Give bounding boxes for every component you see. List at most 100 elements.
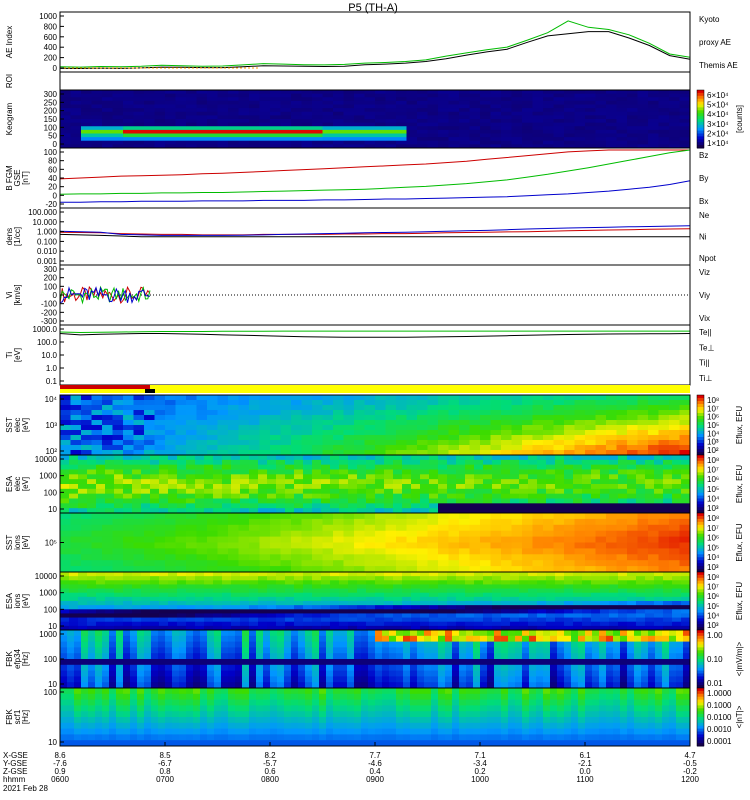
esa_i-cell xyxy=(564,596,574,602)
esa_i-cell xyxy=(204,588,214,594)
esa_i-cell xyxy=(537,596,547,602)
esa_i-cell xyxy=(312,609,322,614)
sst_i-cell xyxy=(574,530,586,537)
esa_i-cell xyxy=(582,621,592,627)
esa_e-cell xyxy=(654,488,664,495)
esa_i-cell xyxy=(69,596,79,602)
esa_i-cell xyxy=(591,572,601,577)
keogram-cell xyxy=(606,93,617,98)
esa_e-cell xyxy=(312,508,322,514)
fbk_e-cell xyxy=(438,682,446,689)
sst_e-cell xyxy=(81,400,92,406)
esa_e-cell xyxy=(564,503,574,509)
esa_i-cell xyxy=(663,592,673,598)
esa_i-cell xyxy=(663,580,673,585)
sst_i-cell xyxy=(102,542,113,549)
fbk_e-cell xyxy=(438,670,446,677)
esa_i-cell xyxy=(600,592,610,598)
esa_e-cell xyxy=(321,474,331,480)
fbk_e-cell xyxy=(172,641,180,648)
esa_e-cell xyxy=(447,508,457,514)
keogram-cell xyxy=(102,104,113,109)
fbk_e-cell xyxy=(459,635,467,642)
esa_e-cell xyxy=(114,469,124,475)
keogram-cell xyxy=(144,126,155,131)
esa_e-cell xyxy=(294,484,304,490)
keogram-cell xyxy=(553,90,565,95)
esa_i-cell xyxy=(492,605,502,610)
esa_e-cell xyxy=(591,508,601,514)
esa_e-cell xyxy=(465,508,475,514)
keogram-cell xyxy=(501,133,512,138)
esa_e-cell xyxy=(546,474,556,480)
keogram-cell xyxy=(406,144,418,149)
sst_e-cell xyxy=(448,430,460,436)
esa_i-cell xyxy=(483,601,493,606)
keogram-cell xyxy=(154,93,166,98)
keogram-cell xyxy=(637,144,649,149)
sst_i-cell xyxy=(385,554,397,561)
keogram-cell xyxy=(217,115,229,120)
fbk_e-cell xyxy=(403,653,411,660)
sst_e-cell xyxy=(333,415,344,421)
keogram-cell xyxy=(81,115,92,120)
keogram-cell xyxy=(637,137,649,142)
esa_i-cell xyxy=(258,588,268,594)
esa_e-cell xyxy=(501,464,511,470)
fbk_e-cell xyxy=(88,630,96,637)
sst_i-cell xyxy=(385,530,397,537)
esa_i-cell xyxy=(213,572,223,577)
sst_i-cell xyxy=(627,536,638,543)
esa_i-cell xyxy=(573,617,583,623)
sst_e-cell xyxy=(585,410,596,416)
esa_e-cell xyxy=(483,455,493,461)
fbk_e-cell xyxy=(333,682,341,689)
sst_e-cell xyxy=(354,430,365,436)
esa_e-cell xyxy=(168,493,178,499)
fbk_e-cell xyxy=(193,682,201,689)
esa_e-cell xyxy=(60,459,70,466)
esa_e-cell xyxy=(528,484,538,490)
keogram-cell xyxy=(343,104,355,109)
fbk_e-cell xyxy=(221,641,229,648)
keogram-cell xyxy=(522,133,533,138)
fbk_e-cell xyxy=(298,630,306,637)
esa_e-cell xyxy=(159,459,169,466)
esa_i-cell xyxy=(141,613,151,618)
sst_i-cell xyxy=(70,513,82,520)
sst_e-cell xyxy=(606,420,617,426)
keogram-cell xyxy=(175,126,187,131)
sst_i-cell xyxy=(490,542,502,549)
sst_i-cell xyxy=(396,518,407,526)
esa_e-cell xyxy=(546,459,556,466)
sst_e-cell xyxy=(70,450,82,456)
esa_e-cell xyxy=(321,479,331,485)
esa_i-cell xyxy=(366,613,376,618)
keogram-cell xyxy=(186,108,197,113)
sst_e-cell xyxy=(490,435,502,441)
keogram-cell xyxy=(595,90,607,95)
esa_i-cell xyxy=(582,572,592,577)
esa_i-cell xyxy=(384,613,394,618)
esa_e-cell xyxy=(555,459,565,466)
sst_e-cell xyxy=(427,400,439,406)
esa_e-cell xyxy=(501,455,511,461)
esa_e-cell xyxy=(636,498,646,504)
sst_i-cell xyxy=(217,518,229,526)
sst_i-cell xyxy=(627,560,638,567)
keogram-cell xyxy=(112,115,124,120)
fbk_e-cell xyxy=(410,647,418,654)
keogram-cell xyxy=(427,140,439,145)
keogram-colorbar-cell xyxy=(697,110,704,114)
sst_i-cell xyxy=(438,536,449,543)
sst_e-cell xyxy=(669,430,680,436)
sst_i-cell xyxy=(669,518,680,526)
keogram-cell xyxy=(133,144,145,149)
sst_i-cell xyxy=(427,518,439,526)
keogram-cell xyxy=(301,133,313,138)
esa_e-cell xyxy=(672,459,682,466)
keogram-cell xyxy=(438,104,449,109)
keogram-colorbar-cell xyxy=(697,142,704,146)
esa_e-ylabel: elec xyxy=(13,477,22,492)
keogram-cell xyxy=(144,140,155,145)
